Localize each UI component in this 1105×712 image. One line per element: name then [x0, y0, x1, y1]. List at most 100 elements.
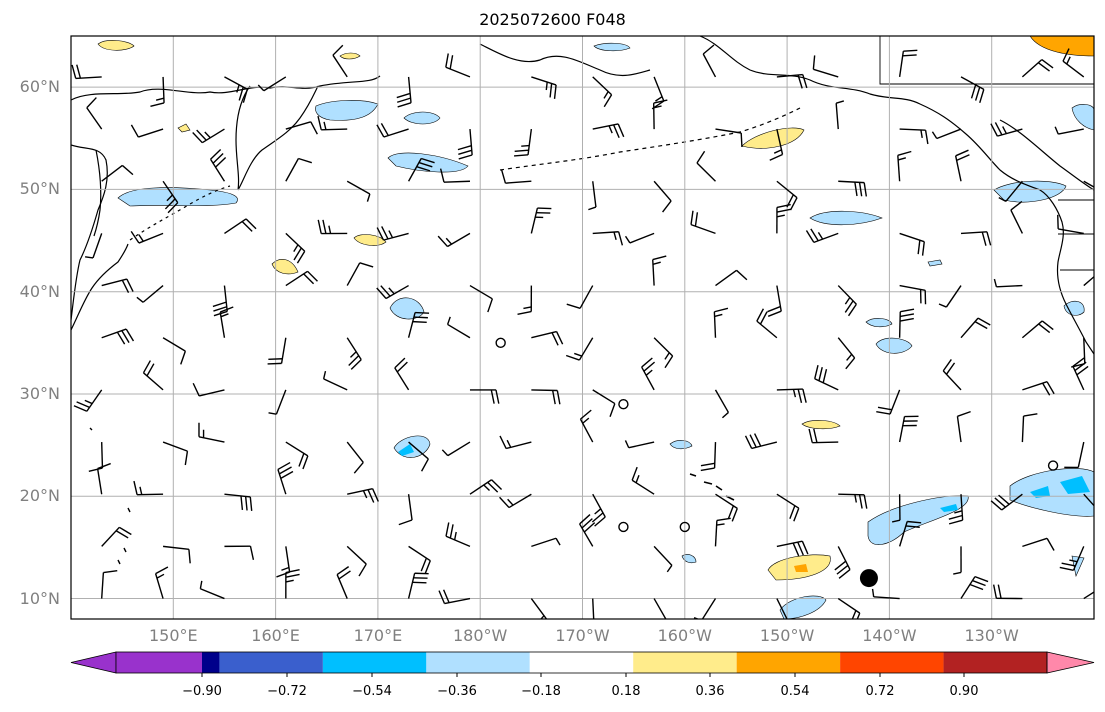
wind-barb: [85, 233, 103, 259]
shade-region: [669, 440, 693, 450]
wind-barb: [713, 307, 729, 338]
wind-barb: [992, 584, 1023, 600]
wind-barbs: [71, 44, 1094, 619]
calm-marker: [679, 521, 690, 533]
markers: [495, 337, 1059, 588]
shade-region: [865, 318, 893, 328]
wind-barb: [871, 588, 900, 600]
wind-barb: [776, 493, 800, 522]
wind-barb: [101, 328, 135, 345]
wind-barb: [199, 580, 225, 600]
wind-barb: [277, 461, 294, 495]
wind-barb: [942, 359, 962, 391]
wind-barb: [592, 76, 613, 108]
coastline-bc: [1039, 189, 1094, 355]
colorbar-segment: [116, 652, 202, 673]
wind-barb: [445, 522, 471, 548]
wind-barb: [162, 180, 179, 214]
wind-barb: [317, 115, 348, 131]
wind-barb: [960, 317, 991, 339]
wind-barb: [530, 207, 552, 234]
wind-barb: [531, 537, 561, 548]
coastline-kamchatka: [235, 85, 319, 191]
wind-barb: [960, 575, 989, 599]
lat-label: 40°N: [19, 281, 60, 301]
wind-barb: [285, 157, 313, 182]
wind-barb: [948, 494, 964, 525]
wind-barb: [142, 360, 164, 391]
wind-barb: [101, 278, 134, 294]
wind-barb: [285, 441, 309, 470]
lat-label: 20°N: [19, 486, 60, 506]
wind-barb: [624, 440, 655, 449]
wind-barb: [531, 330, 564, 346]
wind-barb: [953, 546, 962, 575]
coastline-sakhalin: [93, 149, 102, 237]
shade-region: [1030, 486, 1050, 498]
wind-barb: [1059, 546, 1085, 571]
wind-barb: [408, 545, 431, 574]
wind-barb: [653, 545, 673, 573]
wind-barb: [776, 388, 807, 403]
wind-barb: [332, 44, 348, 78]
hawaii-islands: [689, 473, 735, 501]
wind-barb: [376, 284, 409, 300]
wind-barb: [653, 598, 667, 619]
shade-region: [927, 259, 943, 267]
wind-barb: [499, 493, 532, 509]
wind-barb: [837, 285, 857, 317]
wind-barb: [1022, 381, 1055, 396]
wind-barb: [592, 389, 616, 417]
colorbar-tick-label: 0.36: [695, 684, 725, 699]
colorbar-segment: [529, 652, 634, 673]
wind-barb: [88, 442, 104, 472]
wind-barb: [592, 598, 595, 619]
shade-region: [389, 297, 425, 320]
wind-barb: [1064, 441, 1085, 469]
wind-barb: [899, 128, 929, 145]
wind-barb: [469, 479, 503, 495]
shade-region: [1060, 476, 1090, 494]
lon-label: 150°E: [148, 626, 198, 645]
map-title: 2025072600 F048: [479, 10, 626, 29]
wind-barb: [1021, 413, 1038, 443]
wind-barb: [714, 517, 731, 547]
coastline-asia: [71, 75, 381, 101]
shade-region: [794, 564, 808, 572]
wind-barb: [960, 76, 985, 103]
wind-barb: [960, 231, 992, 246]
colorbar-tick-label: −0.54: [352, 684, 392, 699]
wind-barb: [162, 441, 189, 466]
wind-barb: [954, 149, 970, 182]
wind-barb: [767, 285, 782, 317]
wind-barb: [317, 219, 348, 235]
wind-barb: [891, 494, 901, 523]
shade-region: [315, 100, 379, 121]
wind-barb: [376, 226, 409, 241]
wind-barb: [514, 128, 533, 157]
wind-barb: [469, 284, 494, 313]
wind-barb: [1054, 126, 1084, 135]
wind-barb: [285, 569, 300, 599]
wind-barb: [898, 308, 915, 338]
colorbar-segment: [633, 652, 737, 673]
wind-barb: [690, 210, 716, 235]
wind-barb: [702, 44, 717, 78]
wind-barb: [407, 157, 435, 182]
wind-barb: [838, 493, 868, 509]
coastline-japan: [71, 243, 129, 331]
wind-barb: [898, 520, 922, 547]
wind-barb: [347, 488, 379, 503]
lon-label: 140°W: [862, 626, 917, 645]
wind-barb: [624, 232, 655, 244]
wind-barb: [696, 150, 716, 182]
colorbar-tick-label: 0.54: [780, 684, 810, 699]
shade-region: [809, 210, 883, 226]
shade-region: [1063, 300, 1085, 316]
wind-barb: [805, 228, 839, 244]
wind-barb: [993, 278, 1023, 288]
wind-barb: [499, 435, 532, 450]
colorbar-tick-label: 0.18: [611, 684, 641, 699]
wind-barb: [1062, 48, 1085, 78]
